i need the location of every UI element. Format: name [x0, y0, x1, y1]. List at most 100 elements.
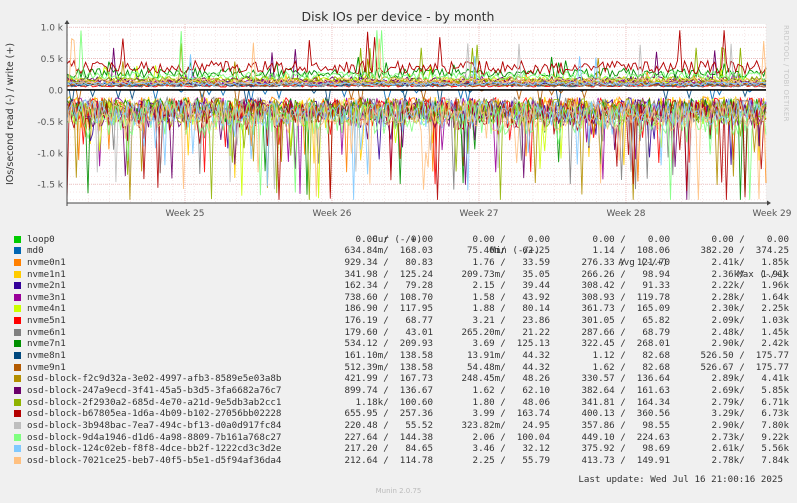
legend-value-min: 3.21 / 23.86 [472, 315, 550, 327]
legend-value-avg: 322.45 / 268.01 [581, 338, 670, 350]
legend-value-cur: 176.19 / 68.77 [344, 315, 433, 327]
legend-value-min: 2.25 / 55.79 [472, 454, 550, 466]
x-tick-label: Week 26 [313, 209, 352, 219]
legend-value-min: 3.69 / 125.13 [472, 338, 550, 350]
y-tick-label: -0.5 k [37, 118, 63, 128]
legend-value-cur: 217.20 / 84.65 [344, 443, 433, 455]
legend-row-nvme1n1: nvme1n1 341.98 / 125.24 209.73m/ 35.05 266.… [12, 269, 789, 281]
legend-value-min: 248.45m/ 48.26 [461, 373, 550, 385]
legend-series-name: osd-block-3b948bac-7ea7-494c-bf13-d0a0d9… [27, 419, 282, 431]
y-axis-arrow [64, 20, 70, 24]
legend-series-name: nvme2n1 [27, 280, 66, 292]
series-nvme9n1-write-line [66, 82, 767, 87]
legend-value-min: 2.15 / 39.44 [472, 280, 550, 292]
legend-series-name: md0 [27, 245, 44, 257]
legend-value-min: 3.46 / 32.12 [472, 443, 550, 455]
legend-value-avg: 449.10 / 224.63 [581, 431, 670, 443]
legend-value-max: 2.41k/ 1.85k [711, 256, 789, 268]
legend-row-nvme9n1: nvme9n1 512.39m/ 138.58 54.48m/ 44.32 1.62 … [12, 362, 789, 374]
munin-version: Munin 2.0.75 [375, 487, 422, 495]
legend: Cur (-/+) Min (-/+) Avg (-/+) Max (-/+) … [12, 222, 789, 467]
legend-value-avg: 308.42 / 91.33 [581, 280, 670, 292]
legend-value-max: 2.78k/ 7.84k [711, 454, 789, 466]
legend-value-avg: 341.81 / 164.34 [581, 396, 670, 408]
legend-value-max: 526.50 / 175.77 [700, 350, 789, 362]
legend-series-name: nvme5n1 [27, 315, 66, 327]
legend-value-min: 75.46m/ 62.25 [467, 245, 550, 257]
legend-row-osd-block-2f2930a2-685d-4e70-a21d-9e5db3ab2cc1: osd-block-2f2930a2-685d-4e70-a21d-9e5db3… [12, 397, 789, 409]
x-axis-arrow [767, 200, 771, 206]
legend-series-name: nvme8n1 [27, 350, 66, 362]
legend-series-name: loop0 [27, 233, 55, 245]
legend-value-max: 2.36k/ 1.91k [711, 268, 789, 280]
legend-header-cur: Cur (-/+) [372, 233, 422, 245]
rrdtool-watermark: RRDTOOL / TOBI OETIKER [782, 25, 790, 122]
legend-series-name: osd-block-9d4a1946-d1d6-4a98-8809-7b161a… [27, 431, 282, 443]
chart-title: Disk IOs per device - by month [302, 9, 495, 24]
legend-series-name: nvme0n1 [27, 256, 66, 268]
legend-value-max: 2.73k/ 9.22k [711, 431, 789, 443]
legend-swatch [14, 433, 21, 441]
legend-series-name: nvme1n1 [27, 268, 66, 280]
legend-value-min: 2.06 / 100.04 [472, 431, 550, 443]
legend-swatch [14, 456, 21, 464]
legend-row-nvme5n1: nvme5n1 176.19 / 68.77 3.21 / 23.86 301.05 … [12, 315, 789, 327]
legend-row-nvme4n1: nvme4n1 186.90 / 117.95 1.88 / 80.14 361.73… [12, 303, 789, 315]
legend-row-osd-block-b67805ea-1d6a-4b09-b102-27056bb02228: osd-block-b67805ea-1d6a-4b09-b102-27056b… [12, 408, 789, 420]
x-tick-label: Week 27 [460, 209, 499, 219]
legend-value-cur: 227.64 / 144.38 [344, 431, 433, 443]
legend-value-avg: 375.92 / 98.69 [581, 443, 670, 455]
legend-value-cur: 186.90 / 117.95 [344, 303, 433, 315]
legend-swatch [14, 317, 21, 325]
legend-value-max: 2.30k/ 2.25k [711, 303, 789, 315]
x-tick-label: Week 29 [753, 209, 792, 219]
legend-value-cur: 0.00 / 0.00 [355, 233, 433, 245]
legend-value-min: 13.91m/ 44.32 [467, 350, 550, 362]
legend-value-max: 2.48k/ 1.45k [711, 326, 789, 338]
legend-row-nvme3n1: nvme3n1 738.60 / 108.70 1.58 / 43.92 308.93… [12, 292, 789, 304]
chart-area: 1.0 k 0.5 k 0.0 -0.5 k -1.0 k -1.5 k Week 25 We… [5, 9, 792, 219]
legend-swatch [14, 421, 21, 429]
legend-row-osd-block-f2c9d32a-3e02-4997-afb3-8589e5e03a8b: osd-block-f2c9d32a-3e02-4997-afb3-8589e5… [12, 373, 789, 385]
legend-series-name: osd-block-7021ce25-beb7-40f5-b5e1-d5f94a… [27, 454, 282, 466]
legend-value-cur: 341.98 / 125.24 [344, 268, 433, 280]
legend-value-cur: 634.84m/ 168.03 [344, 245, 433, 257]
legend-row-loop0: loop0 0.00 / 0.00 0.00 / 0.00 0.00 / 0.00 0.… [12, 234, 789, 246]
series-osd-block-7021ce25-beb7-40f5-b5e1-d5f94af36da4-write-line [66, 37, 767, 84]
legend-series-name: osd-block-f2c9d32a-3e02-4997-afb3-8589e5… [27, 373, 282, 385]
legend-value-min: 0.00 / 0.00 [472, 233, 550, 245]
legend-value-avg: 413.73 / 149.91 [581, 454, 670, 466]
legend-value-max: 2.89k/ 4.41k [711, 373, 789, 385]
legend-value-avg: 1.62 / 82.68 [592, 361, 670, 373]
legend-value-cur: 161.10m/ 138.58 [344, 350, 433, 362]
y-tick-label: 1.0 k [41, 24, 64, 34]
legend-swatch [14, 270, 21, 278]
legend-swatch [14, 352, 21, 360]
legend-swatch [14, 258, 21, 266]
y-tick-label: -1.5 k [37, 181, 63, 191]
legend-swatch [14, 410, 21, 418]
y-axis-label: IOs/second read (-) / write (+) [5, 43, 16, 185]
legend-header-avg: Avg (-/+) [618, 256, 668, 268]
legend-value-max: 526.67 / 175.77 [700, 361, 789, 373]
legend-row-md0: md0 634.84m/ 168.03 75.46m/ 62.25 1.14 / 10… [12, 245, 789, 257]
legend-row-osd-block-124c02eb-f8f8-4dce-bb2f-1222cd3c3d2e: osd-block-124c02eb-f8f8-4dce-bb2f-1222cd… [12, 443, 789, 455]
legend-value-min: 265.20m/ 21.22 [461, 326, 550, 338]
legend-value-avg: 400.13 / 360.56 [581, 408, 670, 420]
legend-swatch [14, 386, 21, 394]
legend-row-osd-block-247a9ecd-3f41-45a5-b3d5-3fa6682a76c7: osd-block-247a9ecd-3f41-45a5-b3d5-3fa668… [12, 385, 789, 397]
legend-series-name: nvme4n1 [27, 303, 66, 315]
legend-value-cur: 512.39m/ 138.58 [344, 361, 433, 373]
legend-header-min: Min (-/+) [490, 245, 540, 257]
legend-swatch [14, 445, 21, 453]
legend-value-cur: 929.34 / 80.83 [344, 256, 433, 268]
legend-value-max: 382.20 / 374.25 [700, 245, 789, 257]
legend-value-min: 1.80 / 48.06 [472, 396, 550, 408]
series-osd-block-b67805ea-1d6a-4b09-b102-27056bb02228-read-line [66, 98, 767, 200]
legend-row-osd-block-3b948bac-7ea7-494c-bf13-d0a0d917fc84: osd-block-3b948bac-7ea7-494c-bf13-d0a0d9… [12, 420, 789, 432]
legend-value-max: 2.79k/ 6.71k [711, 396, 789, 408]
legend-row-osd-block-9d4a1946-d1d6-4a98-8809-7b161a768c27: osd-block-9d4a1946-d1d6-4a98-8809-7b161a… [12, 432, 789, 444]
legend-row-osd-block-7021ce25-beb7-40f5-b5e1-d5f94af36da4: osd-block-7021ce25-beb7-40f5-b5e1-d5f94a… [12, 455, 789, 467]
y-tick-label: -1.0 k [37, 149, 63, 159]
legend-value-avg: 1.12 / 82.68 [592, 350, 670, 362]
